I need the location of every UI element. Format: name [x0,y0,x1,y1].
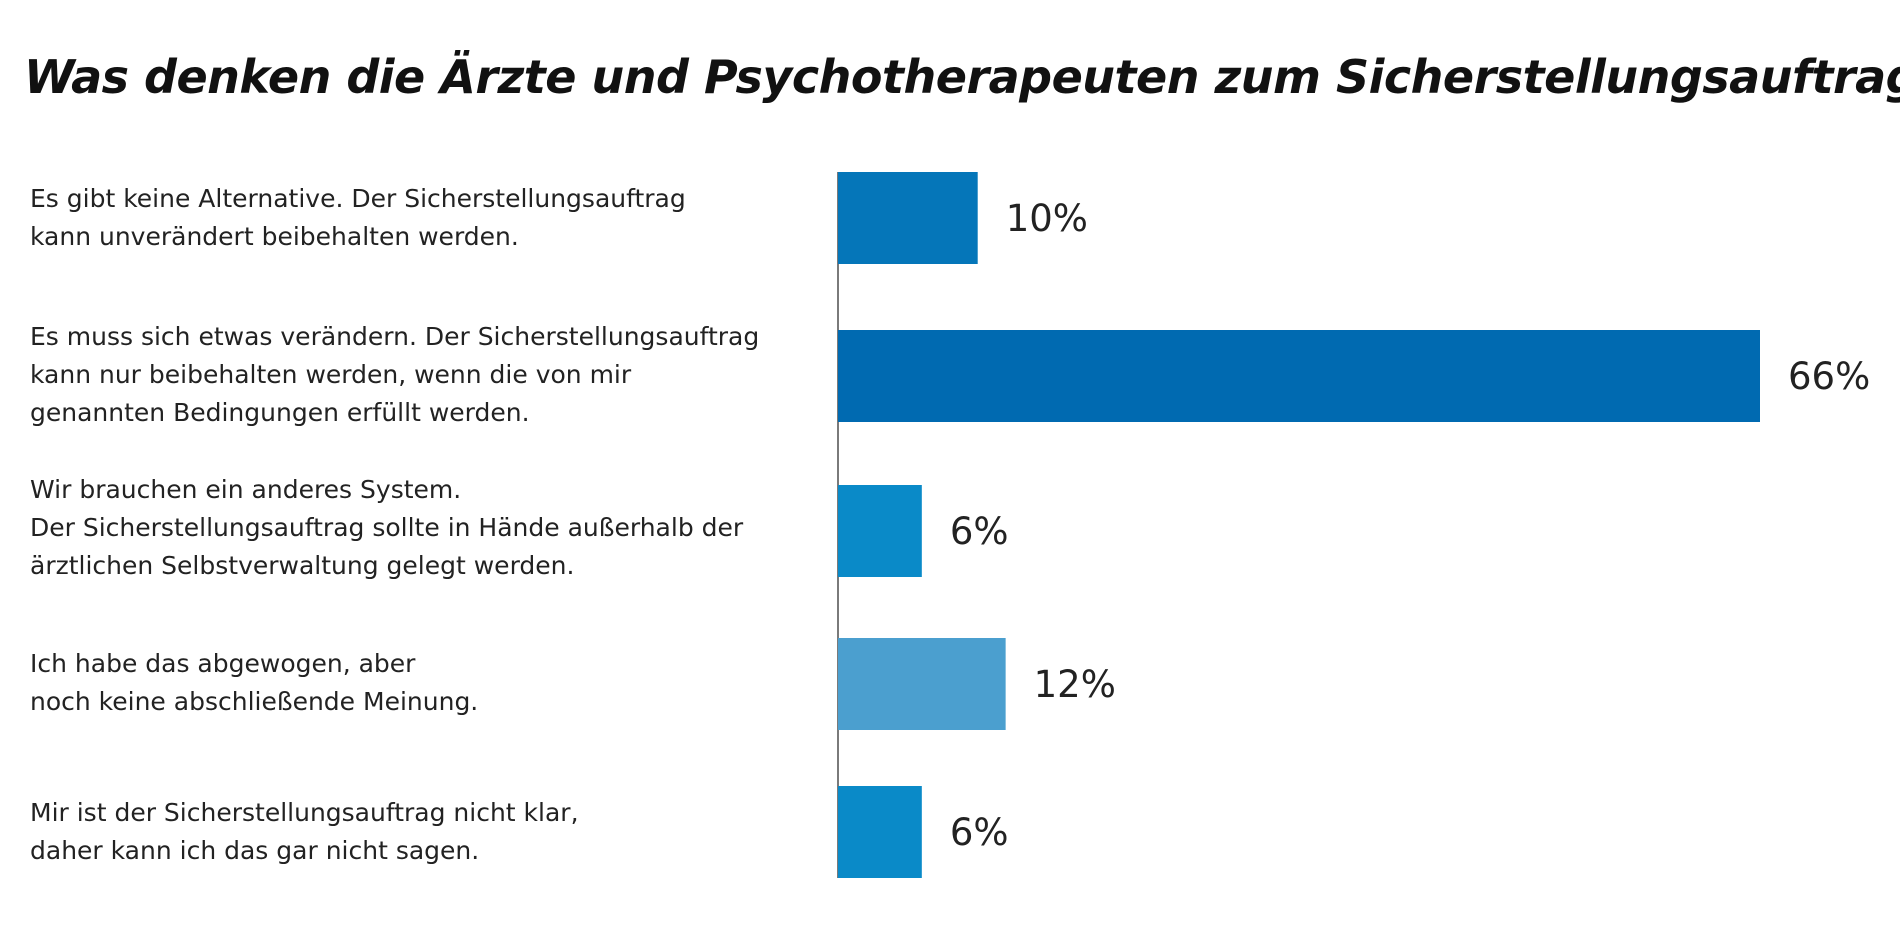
value-label-2: 66% [1788,355,1870,398]
category-label-line: noch keine abschließende Meinung. [30,687,479,716]
category-label-3: Wir brauchen ein anderes System. Der Sich… [30,471,743,585]
chart-title: Was denken die Ärzte und Psychotherapeut… [24,50,1900,104]
category-label-line: Wir brauchen ein anderes System. [30,475,462,504]
bar-3 [838,485,922,577]
bar-4 [838,638,1006,730]
category-label-line: daher kann ich das gar nicht sagen. [30,836,480,865]
category-label-line: genannten Bedingungen erfüllt werden. [30,398,530,427]
category-label-line: Es muss sich etwas verändern. Der Sicher… [30,322,760,351]
bar-1 [838,172,978,264]
category-label-4: Ich habe das abgewogen, aber noch keine a… [30,645,478,721]
category-label-line: kann nur beibehalten werden, wenn die vo… [30,360,632,389]
category-label-line: Es gibt keine Alternative. Der Sicherste… [30,184,686,213]
category-label-line: Mir ist der Sicherstellungsauftrag nicht… [30,798,579,827]
value-label-5: 6% [950,811,1009,854]
category-label-line: Ich habe das abgewogen, aber [30,649,416,678]
category-label-1: Es gibt keine Alternative. Der Sicherste… [30,180,686,256]
category-label-2: Es muss sich etwas verändern. Der Sicher… [30,318,759,432]
category-label-line: Der Sicherstellungsauftrag sollte in Hän… [30,513,744,542]
category-label-5: Mir ist der Sicherstellungsauftrag nicht… [30,794,579,870]
category-label-line: kann unverändert beibehalten werden. [30,222,519,251]
value-label-3: 6% [950,510,1009,553]
value-label-1: 10% [1006,197,1088,240]
category-label-line: ärztlichen Selbstverwaltung gelegt werde… [30,551,575,580]
bar-2 [838,330,1760,422]
bar-5 [838,786,922,878]
value-label-4: 12% [1034,663,1116,706]
